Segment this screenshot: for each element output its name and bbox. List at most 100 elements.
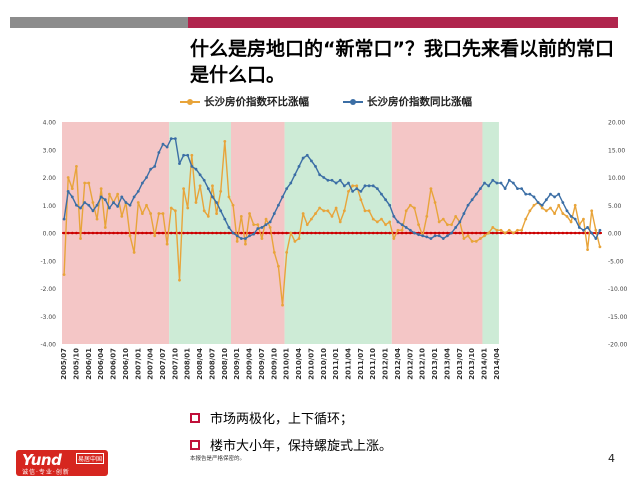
zero-line-marker	[322, 231, 326, 235]
x-axis-tick: 2012/10	[419, 348, 427, 380]
series-point-1	[83, 201, 87, 204]
right-axis-tick: 10.00	[608, 175, 625, 182]
x-axis-tick: 2009/01	[233, 348, 241, 380]
series-point-1	[586, 226, 589, 229]
page-number: 4	[608, 452, 615, 465]
zero-line-marker	[334, 231, 338, 235]
left-axis-tick: 4.00	[43, 120, 57, 127]
series-point-0	[91, 201, 95, 204]
series-point-1	[112, 201, 115, 204]
series-point-0	[433, 201, 437, 204]
series-point-0	[161, 212, 165, 215]
zero-line-marker	[91, 231, 95, 235]
legend-label-mom: 长沙房价指数环比涨幅	[204, 96, 309, 108]
series-point-0	[322, 209, 326, 213]
zero-line-marker	[310, 231, 313, 235]
series-point-0	[211, 184, 214, 188]
bullet-item: 市场两极化，上下循环；	[190, 404, 392, 431]
zero-line-marker	[532, 231, 536, 235]
series-point-0	[351, 184, 355, 188]
x-axis-tick: 2007/10	[171, 348, 179, 380]
zero-line-marker	[108, 231, 111, 235]
series-point-1	[536, 201, 540, 204]
series-point-0	[483, 234, 486, 238]
x-axis-tick: 2013/10	[468, 348, 476, 380]
series-point-0	[264, 217, 268, 221]
zero-line-marker	[507, 231, 511, 235]
series-point-0	[87, 181, 91, 185]
series-point-0	[66, 176, 70, 179]
bullet-box-icon	[190, 439, 200, 450]
zero-line-marker	[62, 231, 66, 235]
series-point-1	[528, 192, 532, 196]
series-point-1	[413, 231, 416, 235]
bullet-text: 市场两极化，上下循环；	[210, 412, 354, 427]
zero-line-marker	[178, 231, 181, 235]
left-axis-tick: 1.00	[43, 203, 57, 210]
series-point-0	[103, 226, 107, 229]
left-axis-tick: 2.00	[43, 175, 57, 182]
left-axis-tick: -1.00	[40, 258, 56, 265]
series-point-1	[145, 176, 148, 179]
zero-line-marker	[211, 231, 214, 235]
zero-line-marker	[569, 231, 573, 235]
zero-line-marker	[132, 231, 136, 235]
series-point-1	[206, 187, 210, 191]
x-axis-tick: 2012/07	[406, 348, 414, 380]
series-point-0	[425, 214, 429, 218]
zero-line-marker	[367, 231, 371, 235]
series-point-0	[70, 187, 74, 191]
series-point-0	[268, 226, 272, 229]
series-point-0	[108, 192, 111, 196]
zero-line-marker	[190, 231, 194, 235]
series-point-0	[136, 201, 140, 204]
series-point-1	[462, 212, 466, 215]
series-point-0	[132, 251, 136, 254]
series-point-1	[128, 203, 132, 207]
zero-line-marker	[549, 231, 552, 235]
series-point-1	[380, 192, 383, 196]
series-point-1	[169, 137, 173, 141]
series-point-0	[120, 214, 124, 218]
zero-line-marker	[545, 231, 548, 235]
zero-line-marker	[388, 231, 392, 235]
series-point-1	[281, 195, 284, 199]
zero-line-marker	[301, 231, 305, 235]
series-point-0	[417, 223, 420, 227]
series-point-0	[215, 212, 218, 215]
series-point-1	[474, 192, 478, 196]
series-point-0	[173, 209, 177, 213]
header-bar-gray	[10, 17, 188, 28]
series-point-0	[79, 237, 82, 240]
series-point-0	[499, 228, 503, 232]
series-point-0	[400, 228, 404, 232]
series-point-1	[565, 209, 569, 213]
right-axis-tick: 5.00	[608, 203, 622, 210]
zero-line-marker	[99, 231, 103, 235]
left-axis-tick: -3.00	[40, 314, 56, 321]
x-axis-tick: 2010/04	[295, 348, 303, 380]
series-point-0	[384, 223, 387, 227]
bullet-item: 楼市大小年，保持螺旋式上涨。	[190, 431, 392, 458]
zero-line-marker	[149, 231, 152, 235]
zero-line-marker	[281, 231, 284, 235]
series-point-0	[206, 214, 210, 218]
x-axis-tick: 2008/04	[196, 348, 204, 380]
series-point-1	[524, 192, 528, 196]
series-point-0	[561, 212, 565, 215]
x-axis-tick: 2013/01	[431, 348, 439, 380]
series-point-0	[503, 231, 507, 235]
zero-line-marker	[586, 231, 589, 235]
series-point-0	[371, 217, 375, 221]
series-point-1	[136, 189, 140, 193]
series-point-1	[79, 206, 82, 210]
series-point-1	[590, 231, 594, 235]
x-axis-tick: 2010/07	[307, 348, 315, 380]
series-point-1	[582, 228, 585, 232]
series-point-0	[375, 220, 379, 224]
series-point-1	[272, 212, 276, 215]
right-axis-tick: -10.00	[608, 286, 628, 293]
series-point-1	[70, 195, 74, 199]
zero-line-marker	[338, 231, 342, 235]
series-point-0	[305, 223, 309, 227]
